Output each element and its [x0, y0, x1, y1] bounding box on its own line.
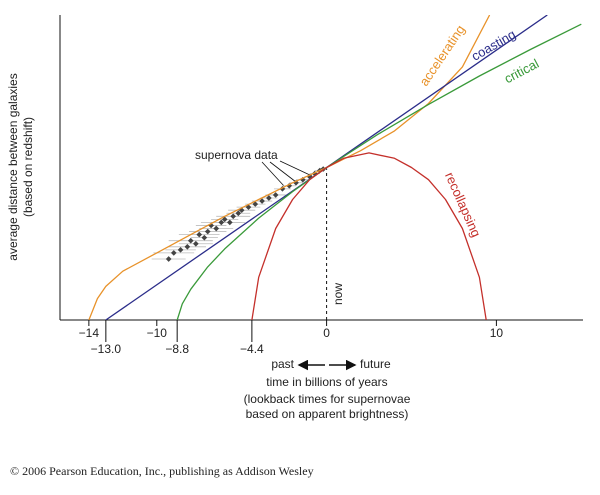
supernova-pointers [261, 160, 313, 187]
curve-label: accelerating [416, 22, 468, 89]
supernova-point [201, 234, 208, 241]
x-tick-label: −10 [147, 326, 168, 340]
supernova-point [230, 213, 237, 220]
supernova-point [226, 219, 233, 226]
now-label: now [331, 283, 345, 305]
supernova-point [170, 250, 177, 256]
x-axis-note: based on apparent brightness) [246, 407, 409, 421]
supernova-label: supernova data [195, 148, 278, 162]
curve [176, 23, 582, 320]
curve [251, 152, 487, 320]
x-tick-label: 0 [323, 326, 330, 340]
y-axis-label: (based on redshift) [21, 117, 35, 217]
x-tick-label-lookback: −8.8 [165, 342, 189, 356]
supernova-point [177, 247, 184, 253]
x-tick-label-lookback: −4.4 [240, 342, 264, 356]
supernova-point [235, 210, 242, 217]
past-label: past [271, 357, 294, 371]
curve-label: coasting [469, 26, 518, 63]
x-tick-label: −14 [79, 326, 100, 340]
supernova-point [204, 228, 211, 235]
curve-label: critical [502, 56, 542, 87]
y-axis-label: average distance between galaxies [6, 73, 20, 260]
copyright: © 2006 Pearson Education, Inc., publishi… [10, 464, 314, 478]
supernova-point [213, 225, 220, 232]
supernova-point [272, 192, 279, 198]
plot-area [88, 15, 582, 320]
supernova-point [266, 195, 272, 201]
x-axis-note: (lookback times for supernovae [244, 392, 411, 406]
supernova-point [184, 243, 191, 250]
supernova-point [221, 216, 228, 223]
supernova-point [193, 240, 199, 247]
x-tick-label-lookback: −13.0 [91, 342, 122, 356]
supernova-point [259, 198, 265, 204]
supernova-point [196, 231, 203, 238]
supernova-point [165, 256, 172, 262]
supernova-point [218, 219, 225, 226]
supernova-point [187, 237, 194, 244]
x-axis-label: time in billions of years [266, 375, 387, 389]
future-label: future [360, 357, 391, 371]
curve [88, 15, 491, 320]
supernova-point [252, 201, 259, 207]
x-tick-label: 10 [490, 326, 504, 340]
